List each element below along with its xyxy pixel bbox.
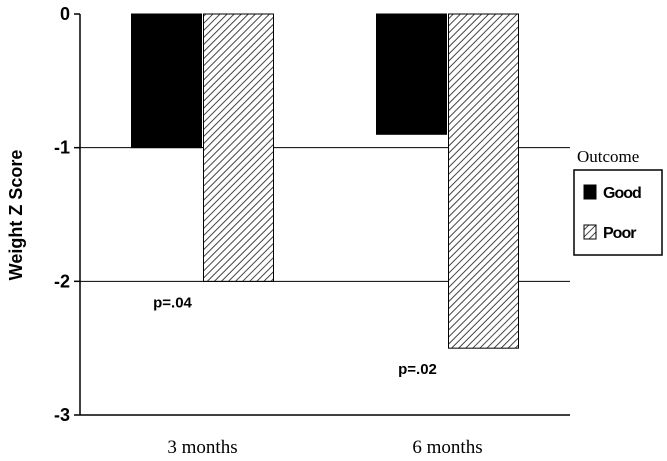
legend-entry: Poor (603, 225, 636, 242)
y-axis-label: Weight Z Score (6, 150, 26, 281)
bar-good-6-months (376, 13, 447, 135)
legend-swatch (583, 184, 597, 200)
bar-poor-6-months (448, 13, 519, 349)
bar-good-3-months (131, 13, 202, 149)
x-category-label: 6 months (412, 437, 482, 458)
y-tick-label: -2 (54, 271, 70, 291)
y-tick-label: 0 (60, 4, 70, 24)
y-tick-labels: 0 -1 -2 -3 (54, 4, 70, 425)
legend-box (573, 169, 663, 256)
p-value-annotation: p=.02 (398, 361, 437, 378)
legend-swatch (583, 224, 597, 240)
bars (131, 13, 519, 349)
p-value-annotation: p=.04 (153, 294, 192, 311)
x-category-label: 3 months (167, 437, 237, 458)
y-tick-label: -1 (54, 138, 70, 158)
x-category-labels: 3 months 6 months (167, 437, 482, 458)
legend-title: Outcome (577, 147, 639, 166)
y-tick-label: -3 (54, 405, 70, 425)
legend-entry: Good (603, 185, 641, 202)
annotations: p=.04 p=.02 (153, 294, 437, 378)
legend: Outcome Good Poor (573, 147, 663, 256)
bar-poor-3-months (203, 13, 274, 282)
axes (74, 13, 570, 416)
